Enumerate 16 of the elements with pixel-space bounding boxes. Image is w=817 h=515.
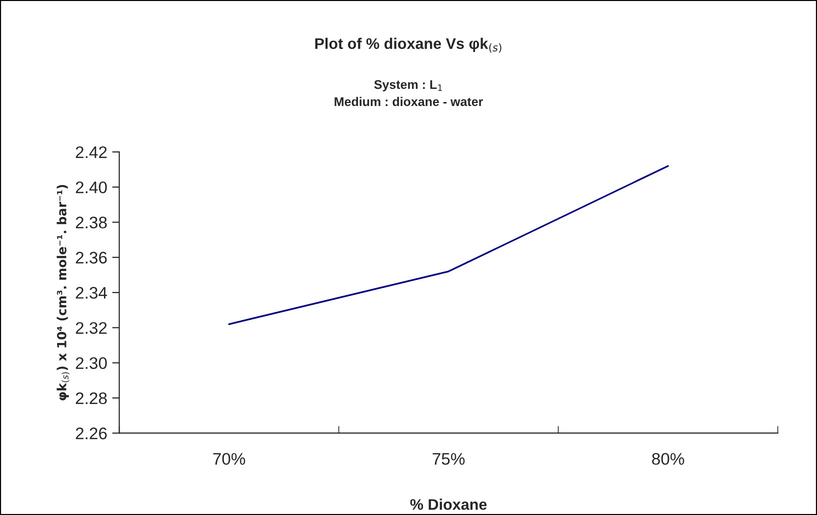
chart-title: Plot of % dioxane Vs φk$_{(s)}$ <box>315 38 502 53</box>
y-tick-label: 2.26 <box>76 428 107 440</box>
y-tick-label: 2.36 <box>76 252 107 264</box>
x-axis-title: % Dioxane <box>410 498 487 510</box>
x-tick-label: 70% <box>213 453 246 465</box>
x-tick-label: 75% <box>432 453 465 465</box>
x-tick-label: 80% <box>652 453 684 465</box>
y-tick-label: 2.42 <box>76 146 107 158</box>
y-tick-label: 2.32 <box>76 322 107 334</box>
y-tick-label: 2.38 <box>76 216 107 228</box>
y-tick-label: 2.34 <box>76 286 107 299</box>
chart-subtitle: System : L$_{1}$ Medium : dioxane - water <box>334 80 483 106</box>
y-axis-title: φk$_{(s)}$) x 10⁴ (cm³. mole⁻¹. bar⁻¹) <box>56 184 70 400</box>
y-tick-label: 2.30 <box>76 357 107 370</box>
y-tick-label: 2.40 <box>76 181 107 194</box>
y-tick-label: 2.28 <box>76 392 107 404</box>
